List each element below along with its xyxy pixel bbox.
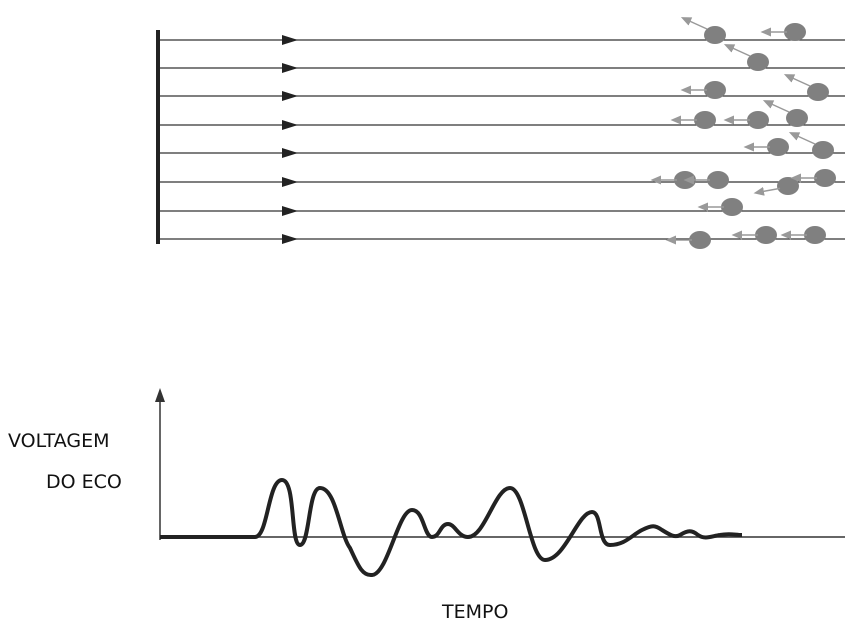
- scatterer: [786, 109, 808, 127]
- scatter-arrow: [762, 100, 790, 113]
- scatterer: [807, 83, 829, 101]
- y-label-line2: DO ECO: [46, 471, 122, 493]
- scatter-arrow: [680, 17, 708, 30]
- echo-waveform: [160, 478, 743, 578]
- x-label: TEMPO: [441, 601, 508, 623]
- y-label-line1: VOLTAGEM: [8, 430, 110, 452]
- scatterer: [707, 171, 729, 189]
- scatterer: [747, 111, 769, 129]
- beam-arrow: [282, 206, 298, 216]
- scatterer: [694, 111, 716, 129]
- scatterer: [812, 141, 834, 159]
- beam-arrow: [282, 35, 298, 45]
- scatterer: [689, 231, 711, 249]
- scatterer: [804, 226, 826, 244]
- beam-arrow: [282, 91, 298, 101]
- scatter-arrow: [723, 44, 751, 57]
- scatterer: [814, 169, 836, 187]
- beam-arrow: [282, 177, 298, 187]
- scatterers: [650, 17, 836, 249]
- transducer: [156, 30, 160, 244]
- scatter-arrow: [788, 132, 816, 145]
- scatterer: [721, 198, 743, 216]
- beam-arrow: [282, 234, 298, 244]
- scatterer: [704, 81, 726, 99]
- scatterer: [777, 177, 799, 195]
- beam-arrow: [282, 148, 298, 158]
- scatter-arrow: [783, 74, 811, 87]
- scatter-arrow: [753, 186, 781, 196]
- scatterer: [704, 26, 726, 44]
- y-axis-arrow: [155, 388, 165, 402]
- beam-lines: [158, 35, 845, 244]
- scatterer: [767, 138, 789, 156]
- scatterer: [784, 23, 806, 41]
- scatterer: [755, 226, 777, 244]
- beam-arrow: [282, 120, 298, 130]
- scatterer: [747, 53, 769, 71]
- beam-arrow: [282, 63, 298, 73]
